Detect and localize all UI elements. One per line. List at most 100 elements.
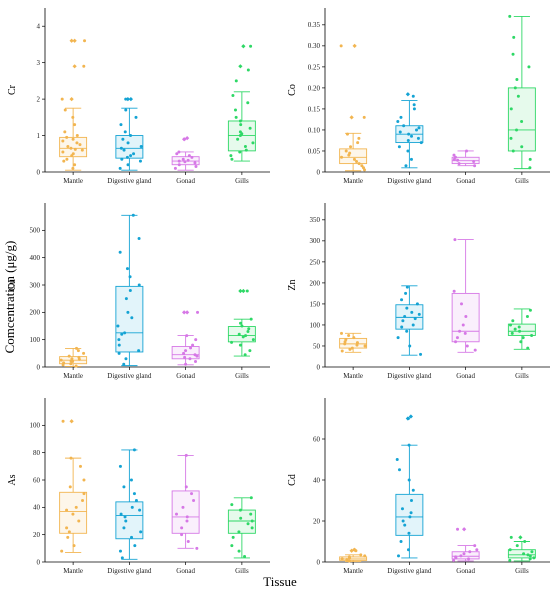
- data-point: [248, 126, 252, 130]
- data-point: [465, 149, 469, 153]
- data-point: [186, 158, 190, 162]
- outlier-point: [182, 310, 187, 315]
- data-point: [345, 132, 349, 136]
- data-point: [467, 557, 471, 561]
- iqr-box: [451, 551, 480, 560]
- data-point: [234, 79, 238, 83]
- iqr-box: [227, 326, 256, 343]
- data-point: [251, 141, 255, 145]
- box-gonad: [171, 453, 200, 550]
- data-point: [194, 338, 198, 342]
- data-point: [82, 64, 86, 68]
- data-point: [238, 150, 242, 154]
- data-point: [250, 519, 254, 523]
- data-point: [508, 548, 512, 552]
- box-gills: [227, 44, 256, 162]
- data-point: [520, 120, 524, 124]
- data-point: [75, 134, 79, 138]
- outlier-point: [241, 44, 246, 49]
- data-point: [139, 144, 143, 148]
- data-point: [246, 68, 250, 72]
- x-category-label: Digestive gland: [387, 177, 432, 185]
- box-mantle: [59, 346, 88, 368]
- data-point: [126, 310, 130, 314]
- data-point: [397, 145, 401, 149]
- panel-cu: 0 100 200 300 400 500 Cu Mantle Digestive gland G…: [7, 203, 270, 380]
- data-point: [124, 108, 128, 112]
- data-point: [243, 353, 247, 357]
- data-point: [407, 443, 411, 447]
- data-point: [66, 535, 70, 539]
- iqr-box: [395, 493, 424, 536]
- y-tick-label: 20: [313, 517, 321, 525]
- x-category-label: Digestive gland: [387, 372, 432, 380]
- x-category-label: Mantle: [63, 567, 83, 575]
- data-point: [65, 135, 69, 139]
- data-point: [404, 164, 408, 168]
- outlier-point: [462, 527, 467, 532]
- data-point: [75, 346, 79, 350]
- outlier-point: [238, 64, 243, 69]
- outlier-point: [128, 96, 133, 102]
- x-category-label: Gills: [515, 567, 529, 575]
- data-point: [357, 136, 361, 140]
- data-point: [119, 123, 123, 127]
- data-point: [520, 145, 524, 149]
- data-point: [60, 549, 64, 553]
- data-point: [347, 333, 351, 337]
- data-point: [137, 283, 141, 287]
- data-point: [349, 145, 353, 149]
- x-category-label: Mantle: [343, 567, 363, 575]
- outlier-point: [185, 310, 190, 315]
- data-point: [78, 143, 82, 147]
- data-point: [73, 123, 77, 127]
- data-point: [355, 159, 359, 163]
- data-point: [183, 355, 187, 359]
- data-point: [192, 499, 196, 502]
- data-point: [124, 97, 128, 101]
- data-point: [528, 557, 532, 561]
- data-point: [71, 166, 75, 170]
- data-point: [408, 515, 412, 519]
- data-point: [456, 158, 460, 162]
- data-point: [400, 325, 404, 329]
- panel-y-label: As: [7, 474, 18, 485]
- data-point: [119, 146, 123, 150]
- data-point: [350, 346, 354, 350]
- panel-y-label: Cu: [7, 279, 18, 291]
- data-point: [462, 552, 466, 556]
- iqr-box: [507, 323, 536, 336]
- data-point: [185, 519, 189, 523]
- box-mantle: [339, 547, 368, 563]
- data-point: [359, 553, 363, 557]
- data-point: [509, 136, 513, 140]
- data-point: [457, 162, 461, 166]
- y-tick-label: 4: [37, 23, 41, 31]
- data-point: [406, 548, 410, 552]
- data-point: [77, 519, 81, 523]
- y-tick-label: 0: [317, 363, 321, 371]
- data-point: [249, 44, 253, 48]
- data-point: [233, 108, 237, 112]
- data-point: [244, 334, 248, 338]
- data-point: [525, 315, 529, 319]
- data-point: [119, 512, 123, 516]
- data-point: [401, 519, 405, 523]
- data-point: [407, 132, 411, 136]
- data-point: [82, 351, 86, 355]
- data-point: [174, 512, 178, 516]
- y-tick-label: 0.30: [308, 42, 321, 50]
- data-point: [126, 163, 130, 167]
- data-point: [452, 289, 456, 293]
- data-point: [138, 159, 142, 163]
- data-point: [413, 317, 417, 321]
- outlier-point: [238, 288, 243, 294]
- iqr-box: [507, 87, 536, 152]
- y-tick-label: 0.20: [308, 84, 321, 92]
- data-point: [184, 485, 188, 489]
- data-point: [128, 288, 132, 292]
- outlier-point: [125, 96, 130, 102]
- data-point: [120, 332, 124, 336]
- iqr-box: [339, 148, 368, 165]
- data-point: [131, 213, 135, 217]
